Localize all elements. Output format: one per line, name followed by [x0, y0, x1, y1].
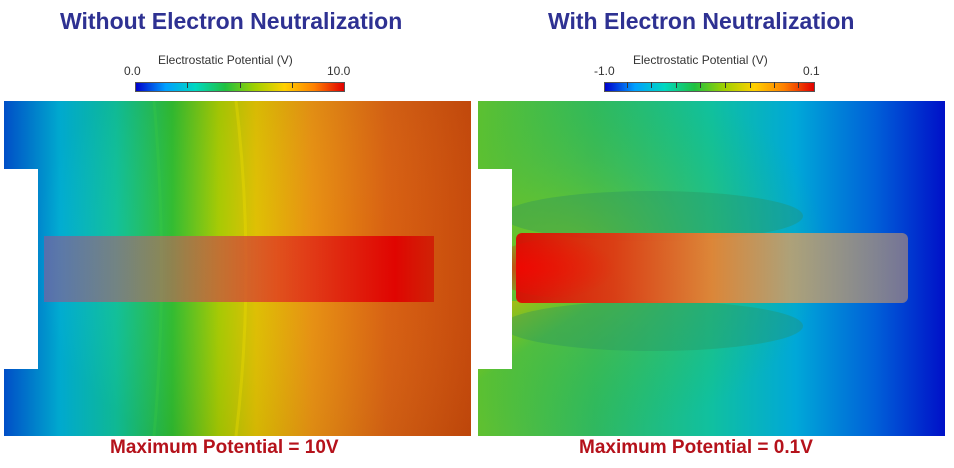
right-colorbar-tick: [750, 82, 751, 88]
left-colorbar-tick: [240, 82, 241, 88]
right-colorbar-tick: [627, 82, 628, 88]
left-field-graphic: [4, 101, 471, 436]
left-caption: Maximum Potential = 10V: [110, 437, 339, 458]
right-colorbar-max: 0.1: [803, 64, 820, 78]
right-colorbar-tick: [676, 82, 677, 88]
right-colorbar-tick: [774, 82, 775, 88]
right-colorbar-tick: [651, 82, 652, 88]
left-colorbar-tick: [292, 82, 293, 88]
left-colorbar-tick: [187, 82, 188, 88]
right-colorbar-tick: [725, 82, 726, 88]
left-thruster-exit: [4, 169, 38, 369]
left-potential-map: [4, 101, 471, 436]
right-colorbar-tick: [798, 82, 799, 88]
right-potential-map: [478, 101, 945, 436]
left-colorbar-label: Electrostatic Potential (V): [158, 53, 293, 67]
right-thruster-exit: [478, 169, 512, 369]
right-field-graphic: [478, 101, 945, 436]
right-title: With Electron Neutralization: [548, 8, 855, 34]
right-colorbar-tick: [700, 82, 701, 88]
left-colorbar-max: 10.0: [327, 64, 351, 78]
right-colorbar: [604, 82, 815, 92]
left-ion-beam: [44, 236, 434, 302]
right-caption: Maximum Potential = 0.1V: [579, 437, 813, 458]
right-colorbar-label: Electrostatic Potential (V): [633, 53, 768, 67]
left-title: Without Electron Neutralization: [60, 8, 403, 34]
left-colorbar-min: 0.0: [124, 64, 141, 78]
right-colorbar-min: -1.0: [594, 64, 615, 78]
